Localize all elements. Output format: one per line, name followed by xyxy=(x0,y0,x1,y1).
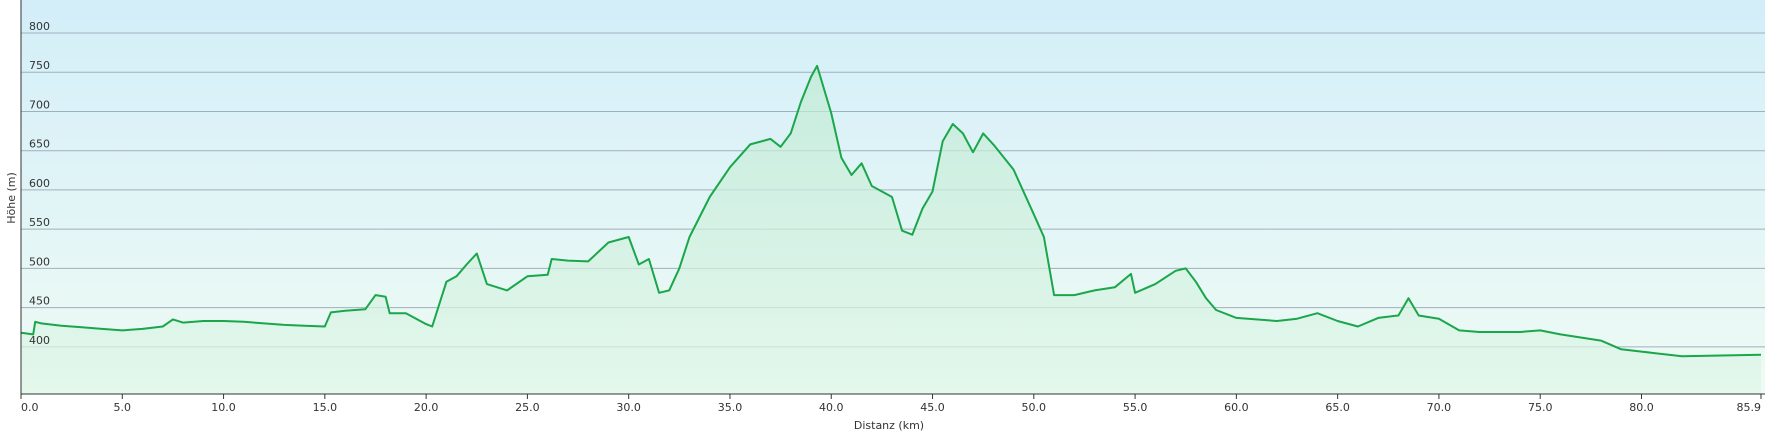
y-axis-title: Höhe (m) xyxy=(5,172,18,224)
area xyxy=(21,65,1761,395)
x-tick-label: 0.0 xyxy=(21,401,39,414)
x-tick-label: 85.9 xyxy=(1737,401,1762,414)
x-tick-label: 80.0 xyxy=(1629,401,1654,414)
x-tick-label: 55.0 xyxy=(1123,401,1148,414)
line xyxy=(20,64,1762,358)
x-tick-label: 70.0 xyxy=(1427,401,1452,414)
x-axis-title: Distanz (km) xyxy=(854,419,924,432)
x-tick-label: 65.0 xyxy=(1325,401,1350,414)
x-tick-label: 40.0 xyxy=(819,401,844,414)
x-tick-label: 35.0 xyxy=(718,401,743,414)
x-tick-label: 60.0 xyxy=(1224,401,1249,414)
x-tick-label: 45.0 xyxy=(920,401,945,414)
x-tick-label: 5.0 xyxy=(114,401,132,414)
x-tick-label: 75.0 xyxy=(1528,401,1553,414)
y-tick-label: 800 xyxy=(29,20,50,33)
x-tick-label: 10.0 xyxy=(211,401,236,414)
y-tick-label: 750 xyxy=(29,59,50,72)
x-tick-label: 15.0 xyxy=(313,401,338,414)
y-tick-label: 400 xyxy=(29,334,50,347)
x-tick-label: 50.0 xyxy=(1022,401,1047,414)
x-tick-label: 25.0 xyxy=(515,401,540,414)
x-tick-label: 30.0 xyxy=(616,401,641,414)
x-tick-label: 20.0 xyxy=(414,401,439,414)
y-tick-label: 550 xyxy=(29,216,50,229)
y-tick-label: 600 xyxy=(29,177,50,190)
y-tick-label: 700 xyxy=(29,98,50,111)
y-tick-label: 650 xyxy=(29,138,50,151)
y-tick-label: 450 xyxy=(29,295,50,308)
y-tick-label: 500 xyxy=(29,255,50,268)
